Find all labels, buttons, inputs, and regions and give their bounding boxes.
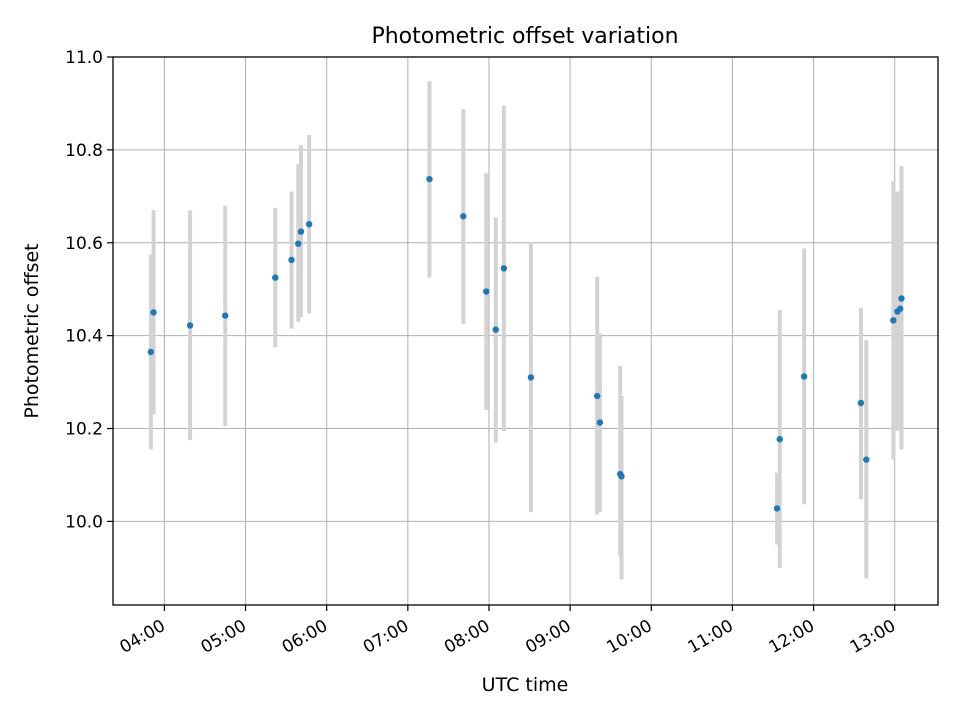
x-axis-label: UTC time [482, 674, 569, 696]
data-point [297, 228, 305, 235]
data-point [460, 213, 467, 220]
error-bars [148, 81, 904, 580]
data-point [500, 265, 508, 272]
y-axis-ticks: 10.0 10.2 10.4 10.6 10.8 11.0 [65, 48, 113, 532]
data-point [618, 473, 625, 480]
x-tick-label: 08:00 [441, 616, 493, 658]
y-tick-label: 11.0 [65, 48, 103, 68]
data-point [222, 312, 229, 319]
data-point [863, 456, 870, 463]
plot-area-frame [112, 56, 939, 606]
data-point [147, 348, 155, 356]
data-point [426, 175, 433, 183]
data-point [186, 322, 194, 329]
data-point [527, 374, 535, 381]
x-tick-label: 05:00 [198, 616, 250, 658]
x-tick-label: 10:00 [603, 616, 655, 658]
y-tick-label: 10.0 [65, 512, 103, 532]
data-point [288, 256, 295, 264]
y-axis-label: Photometric offset [21, 243, 43, 418]
data-point [596, 419, 604, 426]
data-point [593, 392, 601, 400]
x-axis-ticks: 04:00 05:00 06:00 07:00 08:00 09:00 10:00 11:00… [116, 605, 899, 658]
data-point [272, 274, 279, 281]
data-point [857, 399, 865, 407]
data-point [800, 373, 808, 380]
x-tick-label: 13:00 [847, 616, 899, 658]
data-point [890, 317, 897, 324]
chart-title: Photometric offset variation [371, 24, 678, 49]
data-points [147, 175, 905, 512]
data-point [295, 240, 302, 247]
data-point [776, 436, 783, 443]
data-point [896, 305, 904, 312]
data-point [898, 295, 905, 302]
y-tick-label: 10.8 [65, 141, 103, 161]
grid-lines [113, 56, 938, 605]
y-tick-label: 10.4 [65, 327, 103, 347]
x-tick-label: 07:00 [360, 616, 412, 658]
x-tick-label: 06:00 [279, 616, 331, 658]
data-point [483, 288, 490, 295]
data-point [773, 505, 781, 512]
x-tick-label: 09:00 [522, 616, 574, 658]
x-tick-label: 12:00 [766, 616, 818, 658]
x-tick-label: 04:00 [116, 616, 168, 658]
data-point [492, 326, 499, 333]
x-tick-label: 11:00 [684, 616, 736, 658]
y-tick-label: 10.2 [65, 420, 103, 440]
data-point [150, 309, 157, 316]
data-point [305, 220, 313, 228]
y-tick-label: 10.6 [65, 234, 103, 254]
